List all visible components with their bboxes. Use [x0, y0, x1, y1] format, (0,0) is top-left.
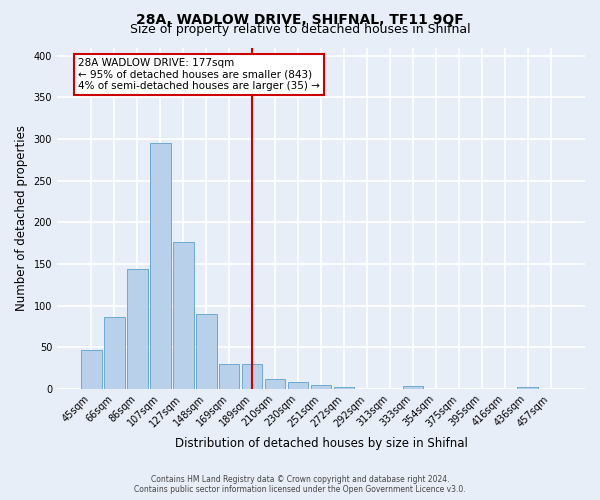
- X-axis label: Distribution of detached houses by size in Shifnal: Distribution of detached houses by size …: [175, 437, 467, 450]
- Bar: [311, 386, 331, 389]
- Bar: [150, 143, 170, 389]
- Bar: [173, 242, 194, 389]
- Bar: [104, 317, 125, 389]
- Text: Contains HM Land Registry data © Crown copyright and database right 2024.
Contai: Contains HM Land Registry data © Crown c…: [134, 474, 466, 494]
- Bar: [517, 387, 538, 389]
- Bar: [81, 350, 102, 389]
- Text: 28A, WADLOW DRIVE, SHIFNAL, TF11 9QF: 28A, WADLOW DRIVE, SHIFNAL, TF11 9QF: [136, 12, 464, 26]
- Y-axis label: Number of detached properties: Number of detached properties: [15, 125, 28, 311]
- Text: 28A WADLOW DRIVE: 177sqm
← 95% of detached houses are smaller (843)
4% of semi-d: 28A WADLOW DRIVE: 177sqm ← 95% of detach…: [78, 58, 320, 91]
- Bar: [242, 364, 262, 389]
- Bar: [334, 387, 355, 389]
- Bar: [265, 379, 286, 389]
- Bar: [127, 269, 148, 389]
- Bar: [403, 386, 423, 389]
- Bar: [288, 382, 308, 389]
- Text: Size of property relative to detached houses in Shifnal: Size of property relative to detached ho…: [130, 22, 470, 36]
- Bar: [219, 364, 239, 389]
- Bar: [196, 314, 217, 389]
